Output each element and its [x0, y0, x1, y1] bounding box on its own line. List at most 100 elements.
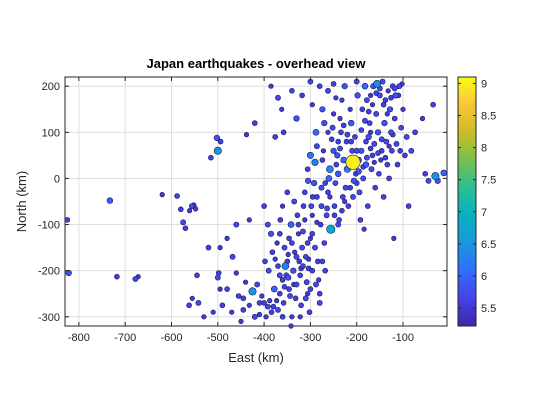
- earthquake-point: [233, 270, 239, 276]
- earthquake-point: [369, 152, 376, 159]
- earthquake-point: [350, 177, 358, 184]
- earthquake-point: [281, 283, 288, 290]
- earthquake-point: [327, 194, 333, 200]
- y-tick-label: 100: [42, 127, 60, 139]
- earthquake-point: [367, 145, 374, 152]
- earthquake-point: [422, 171, 429, 177]
- earthquake-point: [297, 314, 303, 320]
- earthquake-point: [252, 120, 258, 126]
- earthquake-point: [309, 212, 315, 218]
- earthquake-point: [292, 295, 299, 302]
- earthquake-point: [275, 306, 281, 313]
- earthquake-point: [338, 129, 344, 136]
- earthquake-point: [332, 180, 339, 186]
- earthquake-point: [285, 251, 291, 258]
- earthquake-point: [296, 258, 303, 265]
- earthquake-point: [295, 231, 302, 237]
- y-axis-label: North (km): [14, 171, 29, 232]
- earthquake-point: [380, 194, 387, 200]
- earthquake-point: [333, 161, 340, 168]
- earthquake-point: [289, 88, 295, 94]
- earthquake-point: [261, 203, 267, 209]
- earthquake-point: [374, 129, 382, 136]
- earthquake-point: [292, 249, 298, 255]
- earthquake-point: [325, 175, 333, 182]
- earthquake-point: [267, 298, 273, 304]
- earthquake-point: [293, 281, 300, 288]
- earthquake-point: [303, 279, 310, 286]
- earthquake-point: [314, 258, 321, 265]
- earthquake-point: [280, 129, 287, 136]
- earthquake-point: [213, 134, 220, 141]
- earthquake-point: [287, 293, 293, 299]
- earthquake-point: [368, 166, 375, 173]
- earthquake-point: [201, 314, 207, 320]
- grid-lines: [65, 77, 447, 326]
- earthquake-point: [279, 106, 285, 112]
- earthquake-point: [311, 180, 318, 187]
- colorbar: 5.5 6 6.5 7 7.5 8 8.5 9: [457, 76, 496, 327]
- earthquake-point: [224, 286, 230, 292]
- colorbar-tick-label: 6: [481, 271, 487, 283]
- earthquake-point: [132, 276, 139, 282]
- x-tick-label: -300: [299, 332, 321, 344]
- earthquake-point: [382, 154, 389, 161]
- earthquake-point: [348, 138, 355, 145]
- earthquake-point: [246, 302, 252, 308]
- earthquake-point: [318, 203, 325, 209]
- earthquake-point: [300, 228, 306, 235]
- earthquake-point: [306, 309, 313, 316]
- earthquake-point: [389, 148, 395, 154]
- earthquake-point: [361, 82, 369, 90]
- earthquake-point: [295, 221, 302, 228]
- earthquake-point: [324, 205, 330, 212]
- earthquake-point: [394, 161, 401, 168]
- earthquake-point: [316, 299, 323, 306]
- earthquake-point: [304, 166, 311, 172]
- earthquake-point: [440, 169, 448, 177]
- earthquake-point: [344, 131, 351, 138]
- earthquake-point: [391, 235, 397, 241]
- colorbar-tick-label: 7.5: [481, 175, 496, 187]
- earthquake-point: [308, 203, 315, 209]
- earthquake-point: [371, 140, 378, 147]
- earthquake-point: [396, 83, 403, 90]
- earthquake-point: [345, 154, 361, 170]
- earthquake-point: [309, 267, 316, 274]
- earthquake-point: [219, 302, 226, 309]
- earthquake-point: [210, 309, 216, 315]
- earthquake-point: [333, 95, 339, 101]
- earthquake-point: [362, 161, 370, 168]
- earthquake-point: [316, 277, 322, 283]
- earthquake-point: [251, 313, 258, 320]
- earthquake-point: [264, 303, 271, 310]
- earthquake-point: [293, 253, 300, 260]
- earthquake-point: [301, 189, 308, 196]
- earthquake-point: [330, 147, 337, 154]
- earthquake-point: [383, 138, 390, 145]
- earthquake-point: [336, 217, 342, 223]
- earthquake-point: [328, 136, 335, 143]
- colorbar-tick-label: 8.5: [481, 111, 496, 123]
- earthquake-point: [289, 240, 295, 246]
- x-tick-label: -200: [346, 332, 368, 344]
- y-tick-label: -100: [38, 220, 60, 232]
- x-tick-label: -800: [68, 332, 90, 344]
- earthquake-point: [229, 309, 235, 315]
- earthquake-point: [262, 258, 268, 265]
- earthquake-point: [373, 111, 380, 117]
- earthquake-point: [238, 318, 244, 325]
- earthquake-point: [359, 106, 366, 113]
- colorbar-tick-label: 5.5: [481, 303, 496, 315]
- y-tick-label: -200: [38, 266, 60, 278]
- earthquake-point: [299, 244, 305, 251]
- earthquake-point: [376, 92, 383, 99]
- earthquake-point: [248, 287, 257, 296]
- earthquake-point: [304, 240, 311, 246]
- earthquake-point: [217, 138, 224, 145]
- earthquake-point: [325, 189, 331, 196]
- earthquake-point: [270, 303, 277, 310]
- earthquake-point: [300, 263, 306, 269]
- earthquake-point: [342, 184, 349, 191]
- earthquake-point: [363, 97, 370, 103]
